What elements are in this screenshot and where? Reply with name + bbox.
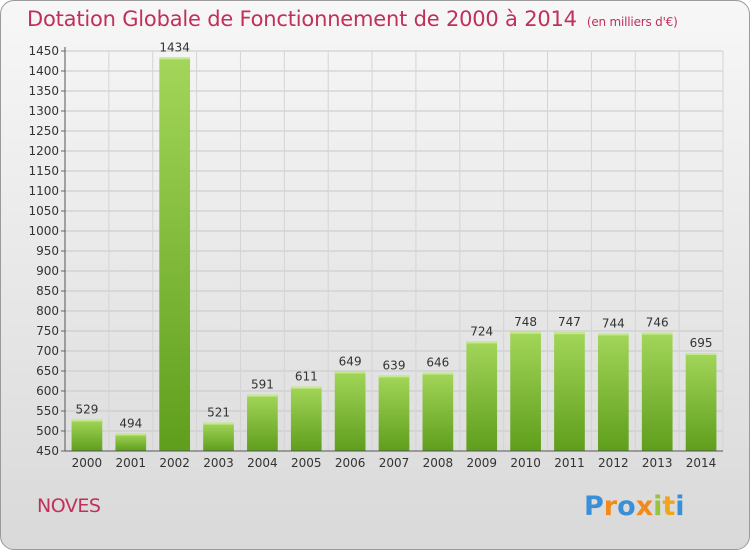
- place-name: NOVES: [37, 495, 101, 517]
- x-tick-label: 2007: [379, 456, 410, 470]
- y-tick-label: 1100: [28, 184, 59, 198]
- x-tick-label: 2000: [72, 456, 103, 470]
- y-tick-label: 500: [36, 424, 59, 438]
- x-tick-label: 2014: [686, 456, 717, 470]
- x-tick-label: 2003: [203, 456, 234, 470]
- bar-highlight: [115, 433, 147, 436]
- bar-value-label: 649: [339, 354, 362, 368]
- x-axis: 2000 2001 2002 2003 2004 2005 2006 2007 2008 2009…: [65, 450, 723, 470]
- bar-highlight: [641, 332, 673, 335]
- bar-highlight: [247, 394, 278, 397]
- bar: [334, 371, 366, 451]
- bar-value-label: 747: [558, 315, 581, 329]
- bar-highlight: [378, 375, 410, 378]
- bar: [159, 57, 191, 452]
- bars: 529 494 1434 521 591 611 649 639 646 724 748 747 744…: [71, 40, 717, 452]
- bar-highlight: [159, 57, 191, 60]
- bar-highlight: [597, 333, 629, 336]
- y-tick-label: 950: [36, 244, 59, 258]
- y-tick-label: 1050: [28, 204, 59, 218]
- bar-highlight: [71, 419, 103, 422]
- bar: [641, 332, 673, 451]
- bar-value-label: 494: [119, 416, 142, 430]
- bar: [510, 331, 541, 451]
- bar-highlight: [203, 422, 234, 425]
- bar: [685, 353, 717, 451]
- bar: [71, 419, 103, 451]
- y-tick-label: 700: [36, 344, 59, 358]
- x-tick-label: 2008: [423, 456, 454, 470]
- x-tick-label: 2011: [554, 456, 585, 470]
- y-tick-label: 550: [36, 404, 59, 418]
- bar-value-label: 611: [295, 370, 318, 384]
- svg-text:Proxiti: Proxiti: [584, 491, 685, 522]
- bar-value-label: 591: [251, 378, 274, 392]
- y-tick-label: 1400: [28, 64, 59, 78]
- x-tick-label: 2009: [466, 456, 497, 470]
- bar: [422, 372, 454, 451]
- x-tick-label: 2001: [116, 456, 147, 470]
- y-tick-label: 800: [36, 304, 59, 318]
- bar-highlight: [466, 341, 498, 344]
- bar: [597, 333, 629, 451]
- bar-value-label: 646: [426, 356, 449, 370]
- bar-value-label: 639: [383, 358, 406, 372]
- y-axis: 450 500 550 600 650 700 750 800 850 900 950 1000 105…: [28, 44, 66, 458]
- bar-value-label: 1434: [159, 40, 190, 54]
- y-tick-label: 900: [36, 264, 59, 278]
- bar: [378, 375, 410, 451]
- y-tick-label: 750: [36, 324, 59, 338]
- bar-highlight: [685, 353, 717, 355]
- x-tick-label: 2004: [247, 456, 278, 470]
- y-tick-label: 600: [36, 384, 59, 398]
- bar-value-label: 695: [690, 336, 713, 350]
- bar: [554, 332, 585, 451]
- bar-highlight: [334, 371, 366, 374]
- y-tick-label: 450: [36, 444, 59, 458]
- bar-highlight: [422, 372, 454, 375]
- x-tick-label: 2012: [598, 456, 629, 470]
- y-tick-label: 850: [36, 284, 59, 298]
- bar-value-label: 744: [602, 316, 625, 330]
- bar-value-label: 746: [646, 316, 669, 330]
- y-tick-label: 1300: [28, 104, 59, 118]
- bar-value-label: 724: [470, 324, 493, 338]
- bar-highlight: [510, 331, 541, 334]
- bar-highlight: [554, 332, 585, 335]
- bar-highlight: [290, 386, 322, 389]
- y-tick-label: 1000: [28, 224, 59, 238]
- y-tick-label: 1250: [28, 124, 59, 138]
- y-tick-label: 1350: [28, 84, 59, 98]
- chart-title-text: Dotation Globale de Fonctionnement de 20…: [27, 7, 577, 31]
- bar: [466, 341, 498, 451]
- chart-unit: (en milliers d'€): [586, 15, 678, 29]
- x-tick-label: 2006: [335, 456, 366, 470]
- y-tick-label: 1200: [28, 144, 59, 158]
- x-tick-label: 2013: [642, 456, 673, 470]
- bar: [203, 422, 234, 451]
- bar: [290, 386, 322, 451]
- bar-value-label: 521: [207, 406, 230, 420]
- x-tick-label: 2005: [291, 456, 322, 470]
- bar: [115, 433, 147, 451]
- proxiti-logo: Proxiti: [584, 491, 685, 522]
- x-tick-label: 2002: [159, 456, 190, 470]
- y-tick-label: 650: [36, 364, 59, 378]
- y-tick-label: 1450: [28, 44, 59, 58]
- y-tick-label: 1150: [28, 164, 59, 178]
- bar-value-label: 748: [514, 315, 537, 329]
- chart-title: Dotation Globale de Fonctionnement de 20…: [27, 7, 678, 31]
- bar-value-label: 529: [75, 402, 98, 416]
- bar: [247, 394, 278, 451]
- x-tick-label: 2010: [510, 456, 541, 470]
